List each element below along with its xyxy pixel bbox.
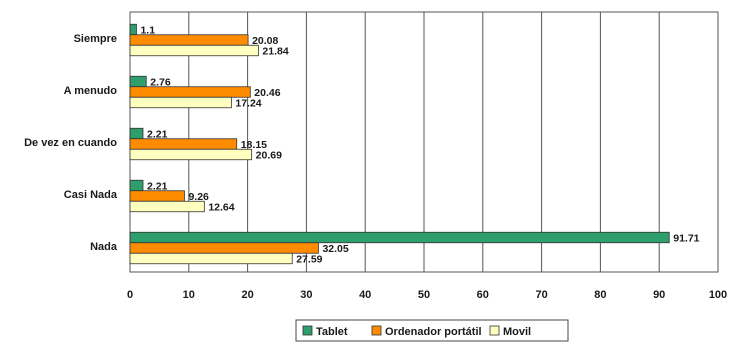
x-tick-label: 50 (418, 289, 430, 301)
x-tick-label: 90 (653, 289, 665, 301)
x-tick-label: 60 (477, 289, 489, 301)
data-label-ordenador-portatil-casi-nada: 9.26 (188, 191, 209, 203)
category-labels: Siempre A menudo De vez en cuando Casi Nada… (24, 33, 118, 253)
data-label-ordenador-portatil-siempre: 20.08 (252, 35, 278, 47)
bar-tablet-nada (129, 231, 670, 244)
bar-movil-casi-nada (129, 200, 205, 213)
data-label-ordenador-portatil-a-menudo: 20.46 (254, 87, 280, 99)
bar-tablet-a-menudo (129, 75, 147, 88)
data-label-movil-a-menudo: 17.24 (235, 97, 261, 109)
data-label-ordenador-portatil-de-vez-en-cuando: 18.15 (241, 139, 267, 151)
category-label-de-vez-en-cuando: De vez en cuando (24, 137, 117, 149)
bar-ordenador-portatil-a-menudo (129, 86, 251, 98)
data-label-movil-siempre: 21.84 (262, 45, 288, 57)
data-label-tablet-siempre: 1.1 (140, 24, 155, 36)
data-label-movil-de-vez-en-cuando: 20.69 (256, 149, 282, 161)
x-tick-label: 30 (300, 289, 312, 301)
legend-label-tablet: Tablet (316, 326, 348, 338)
x-tick-label: 70 (535, 289, 547, 301)
data-label-tablet-a-menudo: 2.76 (150, 76, 171, 88)
x-tick-label: 0 (127, 289, 133, 301)
legend: Tablet Ordenador portátil Movil (295, 319, 569, 342)
legend-swatch-ordenador-portatil (371, 325, 382, 336)
data-label-tablet-casi-nada: 2.21 (147, 180, 168, 192)
data-label-movil-casi-nada: 12.64 (208, 201, 234, 213)
category-label-siempre: Siempre (74, 33, 117, 45)
category-label-a-menudo: A menudo (64, 85, 118, 97)
x-tick-label: 100 (709, 289, 727, 301)
bar-tablet-casi-nada (129, 179, 144, 192)
legend-label-ordenador-portatil: Ordenador portátil (385, 326, 482, 338)
bar-movil-a-menudo (129, 96, 232, 109)
bar-ordenador-portatil-de-vez-en-cuando (129, 138, 238, 150)
legend-swatch-movil (489, 325, 500, 336)
x-tick-label: 40 (359, 289, 371, 301)
legend-swatch-tablet (302, 325, 313, 336)
bar-ordenador-portatil-nada (129, 242, 319, 254)
data-label-tablet-nada: 91.71 (673, 232, 699, 244)
bar-tablet-siempre (129, 23, 137, 36)
data-label-ordenador-portatil-nada: 32.05 (322, 243, 348, 255)
x-tick-label: 80 (594, 289, 606, 301)
bar-movil-nada (129, 252, 293, 265)
bar-ordenador-portatil-casi-nada (129, 190, 185, 202)
bar-movil-de-vez-en-cuando (129, 148, 253, 161)
bar-tablet-de-vez-en-cuando (129, 127, 144, 140)
x-tick-labels: 0 10 20 30 40 50 60 70 80 90 100 (127, 289, 727, 301)
bars (129, 23, 670, 265)
legend-box (295, 319, 569, 342)
category-label-nada: Nada (90, 241, 118, 253)
bar-ordenador-portatil-siempre (129, 34, 249, 46)
x-tick-label: 20 (241, 289, 253, 301)
category-label-casi-nada: Casi Nada (64, 189, 118, 201)
data-label-tablet-de-vez-en-cuando: 2.21 (147, 128, 168, 140)
x-tick-label: 10 (183, 289, 195, 301)
legend-label-movil: Movil (503, 326, 531, 338)
data-label-movil-nada: 27.59 (296, 253, 322, 265)
bar-movil-siempre (129, 44, 259, 57)
